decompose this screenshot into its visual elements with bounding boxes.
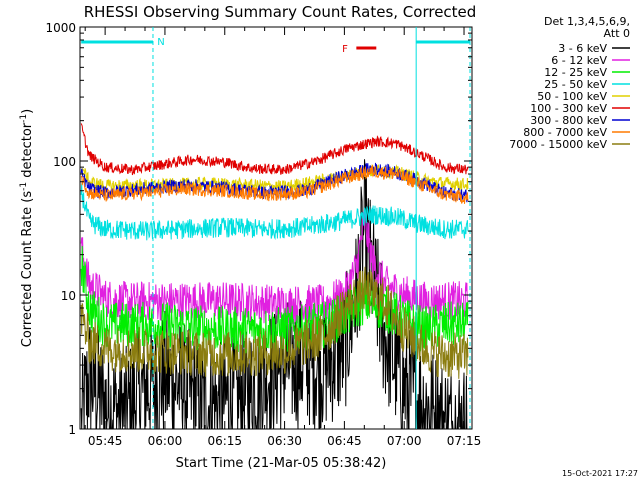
- flare-label: F: [342, 44, 348, 55]
- legend-header-attenuator: Att 0: [604, 27, 630, 40]
- y-axis-label: Corrected Count Rate (s-1 detector-1): [19, 109, 35, 347]
- x-axis-label: Start Time (21-Mar-05 05:38:42): [176, 456, 387, 471]
- plot-frame: [79, 26, 473, 430]
- footer-timestamp: 15-Oct-2021 17:27: [562, 469, 638, 478]
- x-tick-label: 06:15: [207, 434, 242, 448]
- legend-entry-label: 25 - 50 keV: [544, 78, 607, 91]
- series-layer: [80, 123, 469, 430]
- x-tick-label: 06:45: [327, 434, 362, 448]
- x-tick-label: 06:00: [148, 434, 183, 448]
- legend-entry-label: 6 - 12 keV: [551, 54, 607, 67]
- y-tick-label: 10: [61, 289, 76, 303]
- legend-entry-label: 800 - 7000 keV: [523, 126, 607, 139]
- series-line-6: [80, 123, 469, 176]
- series-line-9: [80, 266, 469, 379]
- night-label: N: [157, 37, 164, 48]
- chart-title: RHESSI Observing Summary Count Rates, Co…: [84, 3, 477, 21]
- y-tick-label: 100: [53, 155, 76, 169]
- legend-entry-label: 3 - 6 keV: [558, 42, 607, 55]
- series-line-3: [80, 245, 469, 354]
- legend-entry-label: 12 - 25 keV: [544, 66, 607, 79]
- axis-ticks: 1 10 100 1000 05:45 06:00 06:15 06:30 06:45 07:00…: [45, 21, 481, 448]
- x-tick-label: 05:45: [88, 434, 123, 448]
- x-tick-label: 06:30: [267, 434, 302, 448]
- series-line-2: [80, 211, 469, 325]
- annotation-layer: N F: [81, 27, 471, 429]
- legend-entry-label: 50 - 100 keV: [537, 90, 607, 103]
- series-line-4: [80, 183, 469, 241]
- legend-entry-label: 100 - 300 keV: [530, 102, 607, 115]
- y-tick-label: 1: [68, 423, 76, 437]
- legend-entry-label: 7000 - 15000 keV: [509, 138, 607, 151]
- series-line-8: [80, 165, 469, 204]
- legend-header-detectors: Det 1,3,4,5,6,9,: [544, 15, 630, 28]
- series-line-1: [80, 159, 468, 430]
- x-tick-label: 07:15: [447, 434, 482, 448]
- plot-area: N F 1 10 100 1000 05:45 06:00 06:15 06:30 06:45 0…: [45, 21, 481, 448]
- x-tick-label: 07:00: [387, 434, 422, 448]
- legend-entry-label: 300 - 800 keV: [530, 114, 607, 127]
- y-tick-label: 1000: [45, 21, 76, 35]
